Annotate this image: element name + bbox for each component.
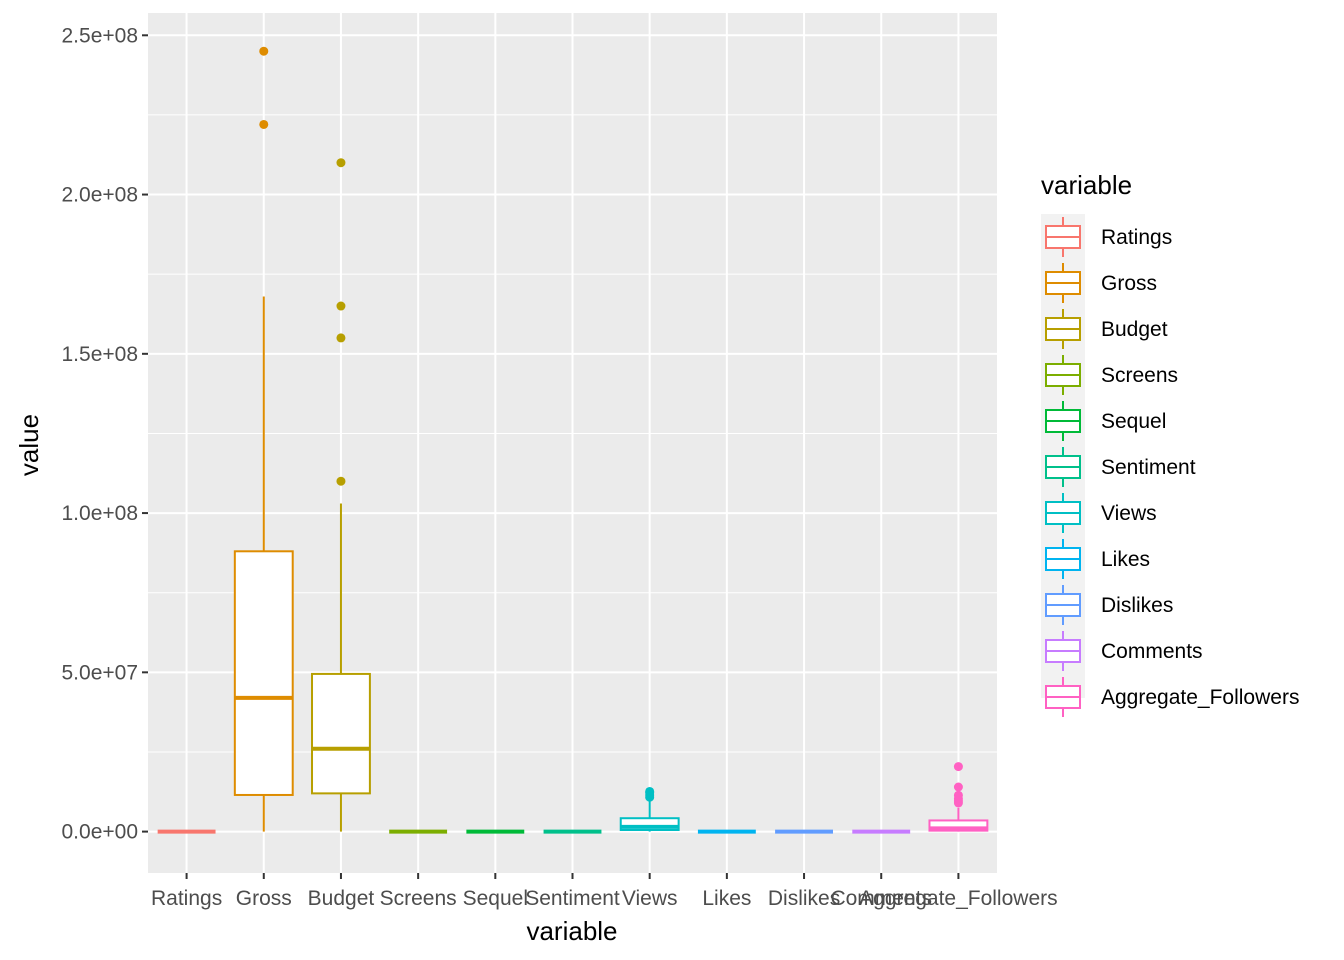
y-tick-label: 2.0e+08 [62, 184, 139, 207]
y-axis: 0.0e+00 5.0e+07 1.0e+08 1.5e+08 2.0e+08 2.5e+… [62, 24, 148, 844]
legend-label: Dislikes [1101, 594, 1173, 617]
legend-item-comments: Comments [1045, 631, 1203, 671]
legend-item-aggregate-followers: Aggregate_Followers [1045, 677, 1299, 717]
x-axis: Ratings Gross Budget Screens SequelSentiment… [151, 873, 1058, 910]
legend-item-sentiment: Sentiment [1045, 447, 1196, 487]
legend-item-dislikes: Dislikes [1045, 585, 1173, 625]
outlier-point [259, 46, 269, 56]
legend-label: Budget [1101, 318, 1168, 341]
y-tick-label: 5.0e+07 [62, 661, 139, 684]
legend-item-screens: Screens [1045, 355, 1178, 395]
x-tick-label: Gross [236, 887, 292, 910]
legend-item-views: Views [1045, 493, 1157, 533]
box-gross [233, 46, 294, 832]
y-tick-label: 2.5e+08 [62, 24, 139, 47]
x-tick-label: Dislikes [768, 887, 840, 910]
y-tick-label: 1.0e+08 [62, 502, 139, 525]
x-tick-label: Screens [380, 887, 457, 910]
outlier-point [336, 158, 346, 168]
x-tick-label: Sentiment [525, 887, 620, 910]
grid-lines [148, 13, 997, 873]
legend-label: Screens [1101, 364, 1178, 387]
legend: variable Ratings Gross Budget Screens Sequel… [1041, 170, 1299, 717]
x-tick-label: Aggregate_Followers [859, 887, 1057, 910]
box-body [233, 550, 294, 796]
legend-label: Gross [1101, 272, 1157, 295]
legend-item-ratings: Ratings [1045, 217, 1172, 257]
x-tick-label: Sequel [463, 887, 528, 910]
outlier-point [953, 782, 963, 792]
legend-label: Views [1101, 502, 1157, 525]
legend-title: variable [1041, 170, 1132, 200]
box-body [619, 817, 680, 832]
box-budget [311, 158, 371, 832]
x-tick-label: Budget [308, 887, 375, 910]
legend-item-gross: Gross [1045, 263, 1157, 303]
outlier-point [259, 119, 269, 129]
legend-label: Sentiment [1101, 456, 1196, 479]
y-axis-title: value [14, 414, 44, 476]
legend-label: Likes [1101, 548, 1150, 571]
legend-label: Sequel [1101, 410, 1166, 433]
box-body [928, 819, 989, 832]
outlier-point [336, 476, 346, 486]
outlier-point [953, 762, 963, 772]
outlier-point [336, 301, 346, 311]
legend-label: Comments [1101, 640, 1203, 663]
outlier-point [645, 786, 655, 796]
box-series [157, 46, 989, 834]
y-tick-label: 1.5e+08 [62, 343, 139, 366]
legend-item-likes: Likes [1045, 539, 1150, 579]
box-body [311, 672, 371, 795]
box-aggregate-followers [928, 762, 989, 832]
legend-label: Aggregate_Followers [1101, 686, 1299, 709]
x-tick-label: Comments [830, 887, 932, 910]
x-axis-title: variable [526, 916, 617, 946]
x-tick-label: Ratings [151, 887, 222, 910]
x-tick-label: Likes [702, 887, 751, 910]
box-views [619, 786, 680, 832]
x-tick-label: Views [622, 887, 678, 910]
legend-label: Ratings [1101, 226, 1172, 249]
legend-item-budget: Budget [1045, 309, 1168, 349]
y-tick-label: 0.0e+00 [62, 821, 139, 844]
outlier-point [953, 790, 963, 800]
legend-item-sequel: Sequel [1045, 401, 1166, 441]
outlier-point [336, 333, 346, 343]
